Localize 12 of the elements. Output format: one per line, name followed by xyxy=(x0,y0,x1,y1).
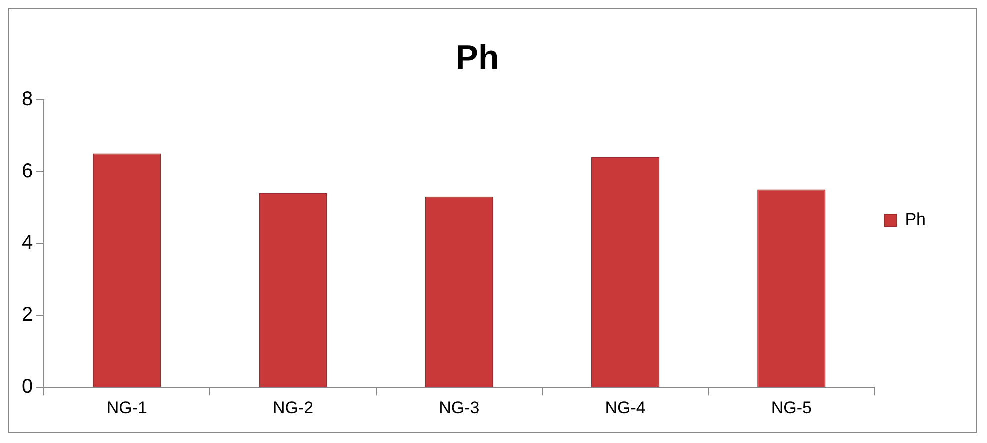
y-tick-label: 6 xyxy=(22,160,34,182)
chart-title: Ph xyxy=(456,38,500,77)
x-tick-label: NG-3 xyxy=(439,398,480,418)
x-tick-label: NG-4 xyxy=(605,398,646,418)
x-tick-label: NG-5 xyxy=(771,398,812,418)
x-tick-label: NG-2 xyxy=(272,398,314,418)
y-tick-label: 2 xyxy=(22,304,34,326)
x-tick-label: NG-1 xyxy=(106,398,148,418)
legend-label: Ph xyxy=(905,210,926,230)
y-tick-label: 8 xyxy=(22,88,34,110)
y-tick-label: 4 xyxy=(22,232,34,254)
y-tick-label: 0 xyxy=(22,376,34,398)
